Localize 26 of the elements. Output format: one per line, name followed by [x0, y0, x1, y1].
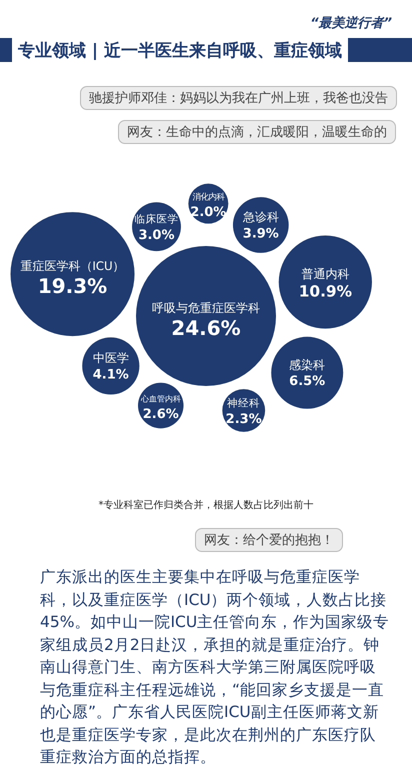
data-label: 2.3% [226, 412, 262, 427]
category-label: 中医学 [92, 350, 129, 365]
category-label: 普通内科 [301, 267, 350, 282]
category-label: 重症医学科（ICU） [20, 259, 125, 274]
category-label: 急诊科 [242, 210, 279, 224]
text: 驰援护师邓佳：妈妈以为我在广州上班，我爸也没告 [80, 86, 397, 110]
data-label: 2.6% [142, 406, 179, 422]
data-label: 2.0% [190, 204, 226, 220]
text: 广东派出的医生主要集中在呼吸与危重症医学科，以及重症医学（ICU）两个领域，人数占比接45%。如中山一院ICU主任管向东，作为国家级专家组成员2月2日赴汉，承担的就是重症治疗。钟南山得意门生、南方医科大学第三附属医院呼吸与危重症科主任程远雄说，“能回家乡支援是一直的心愿”。广东省人民医院ICU副主任医师蒋文新也是重症医学专家，是此次在荆州的广东医疗队重症救治方面的总指挥。 [40, 568, 390, 766]
category-label: 呼吸与危重症医学科 [152, 301, 260, 315]
data-label: 6.5% [289, 374, 326, 390]
text: “最美逆行者” [310, 14, 392, 32]
category-label: 消化内科 [192, 192, 224, 202]
text: 专业领域 | 近一半医生来自呼吸、重症领域 [18, 40, 342, 62]
data-label: 3.9% [242, 226, 279, 242]
data-label: 3.0% [138, 228, 175, 244]
data-label: 19.3% [38, 274, 108, 298]
category-label: 临床医学 [134, 212, 178, 226]
text: 网友：生命中的点滴，汇成暖阳，温暖生命的 [118, 120, 396, 144]
category-label: 感染科 [289, 358, 326, 372]
text: *专业科室已作归类合并，根据人数占比列出前十 [98, 498, 314, 512]
text: 网友：给个爱的抱抱！ [195, 528, 343, 552]
category-label: 神经科 [227, 396, 260, 410]
data-label: 24.6% [171, 316, 241, 340]
data-label: 10.9% [298, 282, 352, 301]
data-label: 4.1% [92, 367, 129, 382]
